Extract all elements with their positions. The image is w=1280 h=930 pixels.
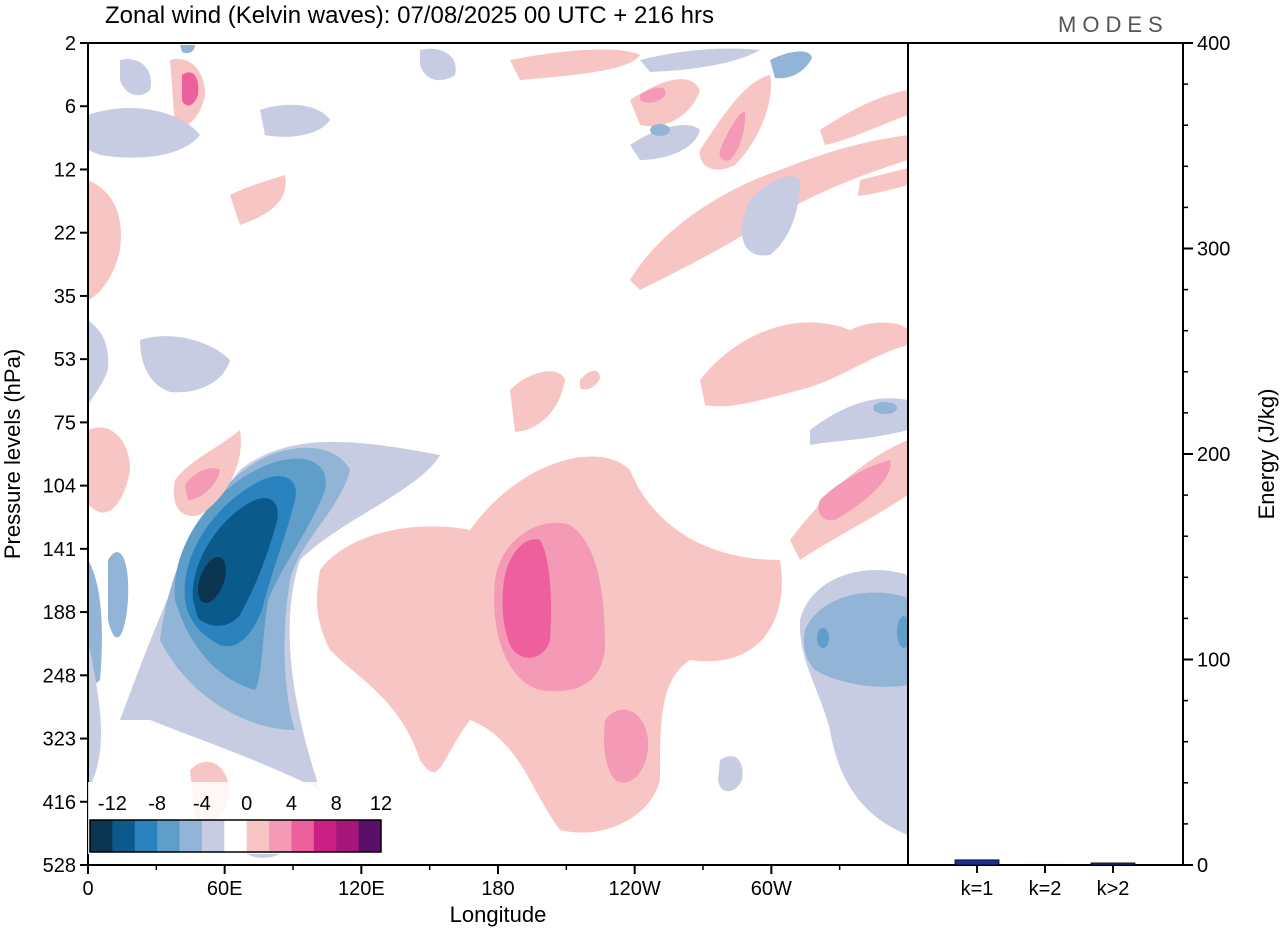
energy-x-ticks: k=1 k=2 k>2 bbox=[961, 865, 1130, 900]
x-tick-label: 60W bbox=[751, 878, 792, 900]
colorbar-frame bbox=[89, 819, 382, 853]
energy-panel-frame bbox=[907, 42, 1184, 866]
y-tick-label: 248 bbox=[43, 665, 76, 687]
colorbar-swatch bbox=[224, 820, 248, 852]
energy-bars bbox=[954, 859, 1136, 866]
colorbar-swatch bbox=[112, 820, 136, 852]
y-tick-label: 12 bbox=[54, 159, 76, 181]
heatmap-panel bbox=[88, 43, 908, 865]
energy-y-tick-label: 100 bbox=[1197, 650, 1230, 672]
y-tick-label: 416 bbox=[43, 792, 76, 814]
colorbar-swatch bbox=[336, 820, 360, 852]
colorbar-swatch bbox=[269, 820, 292, 852]
colorbar-swatch bbox=[246, 820, 270, 852]
colorbar-swatch bbox=[134, 820, 158, 852]
colorbar-tick-label: 8 bbox=[331, 793, 342, 815]
colorbar-tick-label: -4 bbox=[193, 793, 211, 815]
y-tick-label: 141 bbox=[43, 539, 76, 561]
colorbar-swatch bbox=[358, 820, 382, 852]
colorbar-tick-label: -12 bbox=[98, 793, 127, 815]
colorbar-swatch bbox=[313, 820, 337, 852]
energy-x-tick-label: k>2 bbox=[1097, 878, 1130, 900]
modes-logo: MODES bbox=[1058, 12, 1169, 37]
colorbar-tick-label: 12 bbox=[370, 793, 392, 815]
y-tick-label: 22 bbox=[54, 223, 76, 245]
y-tick-label: 53 bbox=[54, 349, 76, 371]
colorbar-swatch bbox=[90, 820, 113, 852]
energy-y-ticks: 0 100 200 300 400 bbox=[1183, 33, 1230, 877]
energy-x-tick-label: k=1 bbox=[961, 878, 994, 900]
heatmap-x-ticks: 0 60E 120E 180 120W 60W bbox=[82, 865, 841, 900]
energy-bar bbox=[954, 859, 1000, 866]
positive-anomaly-main bbox=[317, 456, 782, 833]
colorbar-tick-label: -8 bbox=[148, 793, 166, 815]
energy-bar bbox=[1090, 862, 1136, 866]
colorbar-tick-label: 0 bbox=[241, 793, 252, 815]
energy-y-tick-label: 0 bbox=[1197, 855, 1208, 877]
energy-y-tick-label: 200 bbox=[1197, 444, 1230, 466]
heatmap-y-ticks: 2 6 12 22 35 53 75 104 141 188 248 323 416 528 bbox=[43, 33, 88, 877]
y-tick-label: 528 bbox=[43, 855, 76, 877]
negative-anomaly-main bbox=[120, 441, 440, 790]
colorbar-tick-label: 4 bbox=[286, 793, 297, 815]
y-tick-label: 2 bbox=[65, 33, 76, 55]
x-tick-label: 180 bbox=[481, 878, 514, 900]
y-tick-label: 104 bbox=[43, 476, 76, 498]
energy-y-axis-label: Energy (J/kg) bbox=[1254, 389, 1279, 520]
colorbar-swatch bbox=[201, 820, 225, 852]
colorbar-swatch bbox=[179, 820, 203, 852]
y-tick-label: 188 bbox=[43, 602, 76, 624]
x-tick-label: 120W bbox=[609, 878, 661, 900]
y-tick-label: 323 bbox=[43, 729, 76, 751]
colorbar-swatch bbox=[291, 820, 315, 852]
x-tick-label: 120E bbox=[338, 878, 385, 900]
energy-y-tick-label: 400 bbox=[1197, 33, 1230, 55]
energy-x-tick-label: k=2 bbox=[1029, 878, 1062, 900]
y-tick-label: 35 bbox=[54, 286, 76, 308]
energy-y-tick-label: 300 bbox=[1197, 239, 1230, 261]
x-tick-label: 0 bbox=[82, 878, 93, 900]
heatmap-x-axis-label: Longitude bbox=[450, 902, 547, 927]
energy-bar bbox=[1022, 863, 1068, 866]
colorbar: -12 -8 -4 0 4 8 12 bbox=[88, 782, 392, 854]
colorbar-swatch bbox=[157, 820, 181, 852]
y-tick-label: 6 bbox=[65, 96, 76, 118]
x-tick-label: 60E bbox=[207, 878, 243, 900]
chart-title: Zonal wind (Kelvin waves): 07/08/2025 00… bbox=[105, 2, 714, 29]
y-tick-label: 75 bbox=[54, 412, 76, 434]
heatmap-y-axis-label: Pressure levels (hPa) bbox=[0, 349, 25, 559]
